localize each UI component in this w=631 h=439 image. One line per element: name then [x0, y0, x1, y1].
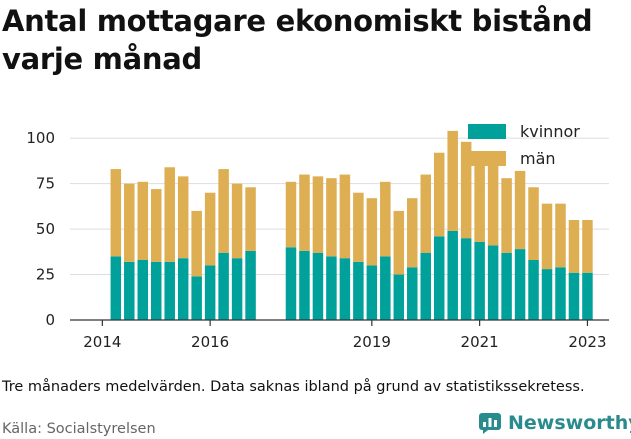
bar-kvinnor-3: [150, 261, 162, 320]
y-tick-label-75: 75: [36, 175, 55, 193]
bar-män-30: [541, 203, 553, 270]
brand-name: Newsworthy: [508, 412, 631, 434]
bar-män-15: [339, 174, 351, 259]
bar-kvinnor-24: [460, 238, 472, 320]
bar-kvinnor-29: [528, 260, 539, 320]
bar-män-18: [380, 181, 391, 257]
bar-kvinnor-23: [447, 230, 458, 320]
bar-kvinnor-2: [137, 260, 149, 320]
bar-män-31: [555, 203, 566, 268]
x-tick-label-2016: 2016: [191, 333, 229, 351]
bar-män-12: [299, 174, 310, 251]
bar-kvinnor-22: [433, 236, 445, 320]
bar-kvinnor-8: [218, 252, 229, 320]
bar-kvinnor-26: [487, 245, 499, 320]
bar-män-2: [137, 181, 149, 260]
y-tick-label-25: 25: [36, 266, 55, 284]
source-label: Källa: Socialstyrelsen: [2, 421, 156, 437]
bar-män-10: [245, 187, 256, 251]
bars: [110, 130, 593, 320]
bar-kvinnor-32: [568, 272, 580, 320]
bar-män-5: [177, 176, 189, 259]
bar-kvinnor-10: [245, 250, 256, 320]
bar-män-1: [124, 183, 135, 262]
y-tick-label-100: 100: [26, 129, 55, 147]
bar-män-14: [326, 178, 337, 257]
x-tick-label-2023: 2023: [568, 333, 606, 351]
bar-män-24: [460, 141, 472, 239]
bar-kvinnor-7: [204, 265, 216, 320]
newsworthy-logo-icon: [479, 413, 501, 434]
bar-kvinnor-4: [164, 261, 175, 320]
bar-kvinnor-28: [514, 249, 526, 320]
bar-kvinnor-30: [541, 269, 553, 320]
bar-män-27: [501, 178, 512, 253]
bar-kvinnor-12: [299, 250, 310, 320]
bar-män-33: [582, 220, 593, 273]
bar-kvinnor-6: [191, 276, 202, 320]
bar-män-8: [218, 169, 229, 253]
legend-swatch-kvinnor: [468, 124, 506, 139]
bar-kvinnor-13: [312, 252, 324, 320]
bar-män-0: [110, 169, 122, 257]
bar-män-19: [393, 210, 405, 275]
bar-kvinnor-31: [555, 267, 566, 320]
bar-män-17: [366, 198, 378, 266]
bar-män-4: [164, 167, 175, 262]
bar-män-25: [474, 154, 485, 242]
y-tick-label-50: 50: [36, 220, 55, 238]
bar-kvinnor-11: [285, 247, 297, 320]
axes: 0 25 50 75 100 2014 2016 2019 2021 2023: [26, 129, 609, 351]
legend: kvinnor män: [468, 122, 580, 168]
legend-label-kvinnor: kvinnor: [520, 122, 580, 141]
bar-kvinnor-15: [339, 258, 351, 320]
bar-män-28: [514, 170, 526, 250]
bar-män-9: [231, 183, 243, 259]
bar-kvinnor-21: [420, 252, 431, 320]
bar-män-20: [407, 198, 418, 268]
bar-män-11: [285, 181, 297, 248]
bar-kvinnor-5: [177, 258, 189, 320]
bar-män-29: [528, 187, 539, 260]
x-tick-label-2019: 2019: [353, 333, 391, 351]
y-tick-label-0: 0: [45, 311, 55, 329]
bar-kvinnor-1: [124, 261, 135, 320]
bar-män-26: [487, 165, 499, 246]
bar-män-6: [191, 210, 202, 277]
chart-note: Tre månaders medelvärden. Data saknas ib…: [2, 379, 585, 395]
bar-män-7: [204, 192, 216, 266]
bar-män-21: [420, 174, 431, 253]
chart-title: Antal mottagare ekonomiskt bistånd varje…: [2, 4, 593, 76]
bar-män-32: [568, 220, 580, 273]
brand-logo[interactable]: Newsworthy: [478, 408, 631, 438]
x-tick-label-2014: 2014: [83, 333, 121, 351]
bar-män-3: [150, 189, 162, 262]
bar-kvinnor-33: [582, 272, 593, 320]
bar-män-16: [353, 192, 364, 262]
bar-kvinnor-19: [393, 274, 405, 320]
bar-kvinnor-18: [380, 256, 391, 320]
bar-kvinnor-16: [353, 261, 364, 320]
bar-män-23: [447, 130, 458, 231]
bar-kvinnor-17: [366, 265, 378, 320]
bar-kvinnor-25: [474, 241, 485, 320]
bar-kvinnor-20: [407, 267, 418, 320]
x-tick-label-2021: 2021: [461, 333, 499, 351]
bar-kvinnor-0: [110, 256, 122, 320]
bar-kvinnor-9: [231, 258, 243, 320]
bar-män-22: [433, 152, 445, 237]
bar-kvinnor-14: [326, 256, 337, 320]
legend-swatch-män: [468, 151, 506, 166]
bar-kvinnor-27: [501, 252, 512, 320]
legend-label-män: män: [520, 149, 556, 168]
bar-män-13: [312, 176, 324, 253]
